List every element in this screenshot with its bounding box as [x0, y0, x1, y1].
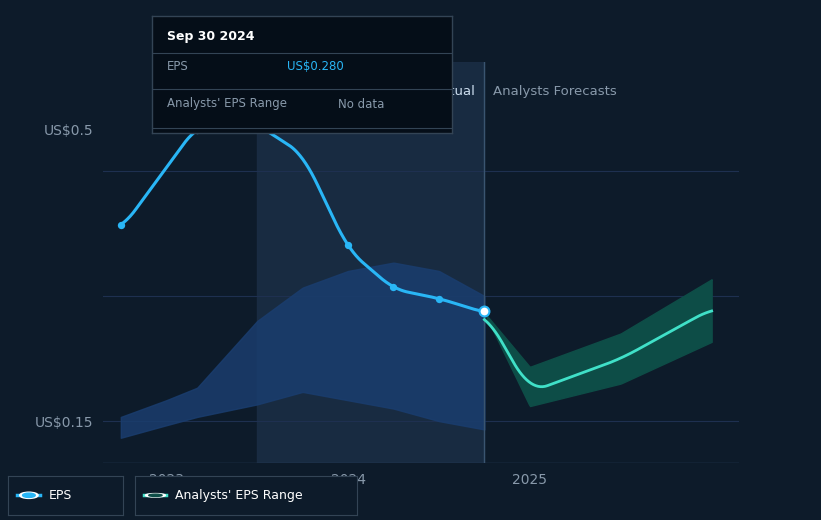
Point: [478, 307, 491, 316]
Point: [342, 241, 355, 249]
Text: Analysts' EPS Range: Analysts' EPS Range: [176, 489, 303, 502]
Point: [387, 282, 400, 291]
Text: Sep 30 2024: Sep 30 2024: [167, 30, 255, 43]
Bar: [257, 62, 484, 463]
Text: Actual: Actual: [433, 85, 475, 98]
Point: [114, 220, 127, 229]
Text: EPS: EPS: [167, 60, 189, 73]
Circle shape: [149, 494, 162, 497]
Point: [433, 295, 446, 303]
Text: Analysts Forecasts: Analysts Forecasts: [493, 85, 617, 98]
Text: US$0.280: US$0.280: [287, 60, 343, 73]
Text: No data: No data: [337, 98, 384, 110]
Text: EPS: EPS: [48, 489, 71, 502]
Circle shape: [23, 493, 35, 498]
Point: [250, 123, 264, 132]
Point: [190, 126, 204, 134]
Circle shape: [20, 492, 38, 498]
Circle shape: [145, 493, 165, 497]
Text: Analysts' EPS Range: Analysts' EPS Range: [167, 98, 287, 110]
